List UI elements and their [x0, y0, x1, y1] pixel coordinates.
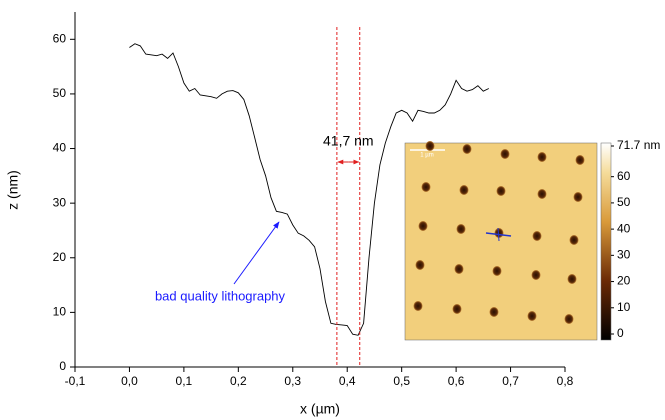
colorbar-label: 10	[617, 300, 631, 314]
colorbar-label: 40	[617, 221, 631, 235]
hole	[460, 185, 469, 195]
x-tick-label: 0,4	[339, 374, 356, 388]
hole	[490, 307, 499, 317]
chart: x (µm) z (nm) bad quality lithography 1 …	[0, 0, 665, 420]
hole	[532, 270, 541, 280]
hole	[533, 231, 542, 241]
hole	[538, 152, 547, 162]
hole	[497, 186, 506, 196]
hole	[414, 301, 423, 311]
annotation-arrow	[234, 222, 279, 284]
width-label: 41,7 nm	[323, 133, 374, 149]
x-tick-label: 0,6	[448, 374, 465, 388]
hole	[463, 144, 472, 154]
hole	[426, 141, 435, 151]
x-tick-label: 0,8	[557, 374, 574, 388]
hole	[568, 274, 577, 284]
hole	[493, 266, 502, 276]
y-tick-label: 50	[53, 86, 67, 100]
x-tick-label: -0,1	[65, 374, 86, 388]
y-tick-label: 10	[53, 305, 67, 319]
x-tick-label: 0,3	[284, 374, 301, 388]
colorbar-label: 30	[617, 248, 631, 262]
colorbar-label: 71.7 nm	[617, 138, 660, 152]
x-axis-label: x (µm)	[300, 401, 340, 417]
hole	[455, 264, 464, 274]
hole	[416, 260, 425, 270]
x-tick-label: 0,0	[121, 374, 138, 388]
hole	[453, 304, 462, 314]
hole	[501, 149, 510, 159]
hole	[576, 155, 585, 165]
afm-image	[405, 143, 597, 340]
scale-label: 1 µm	[420, 153, 433, 159]
hole	[528, 311, 537, 321]
hole	[457, 224, 466, 234]
colorbar	[601, 143, 611, 340]
y-tick-label: 60	[53, 31, 67, 45]
x-tick-label: 0,7	[502, 374, 519, 388]
hole	[565, 314, 574, 324]
annotation: bad quality lithography	[155, 288, 286, 303]
y-tick-label: 20	[53, 250, 67, 264]
y-tick-label: 0	[59, 359, 66, 373]
y-tick-label: 30	[53, 195, 67, 209]
y-axis-label: z (nm)	[5, 170, 21, 210]
colorbar-label: 20	[617, 274, 631, 288]
afm-inset: 1 µm 0 10 20 30 40 50 60 71.7 nm	[405, 138, 660, 340]
colorbar-label: 60	[617, 169, 631, 183]
colorbar-label: 0	[617, 326, 624, 340]
hole	[570, 235, 579, 245]
hole	[422, 182, 431, 192]
y-tick-label: 40	[53, 141, 67, 155]
hole	[538, 189, 547, 199]
hole	[419, 221, 428, 231]
x-tick-label: 0,2	[230, 374, 247, 388]
hole	[574, 192, 583, 202]
colorbar-label: 50	[617, 195, 631, 209]
x-tick-label: 0,5	[393, 374, 410, 388]
x-tick-label: 0,1	[176, 374, 193, 388]
page: x (µm) z (nm) bad quality lithography 1 …	[0, 0, 665, 420]
